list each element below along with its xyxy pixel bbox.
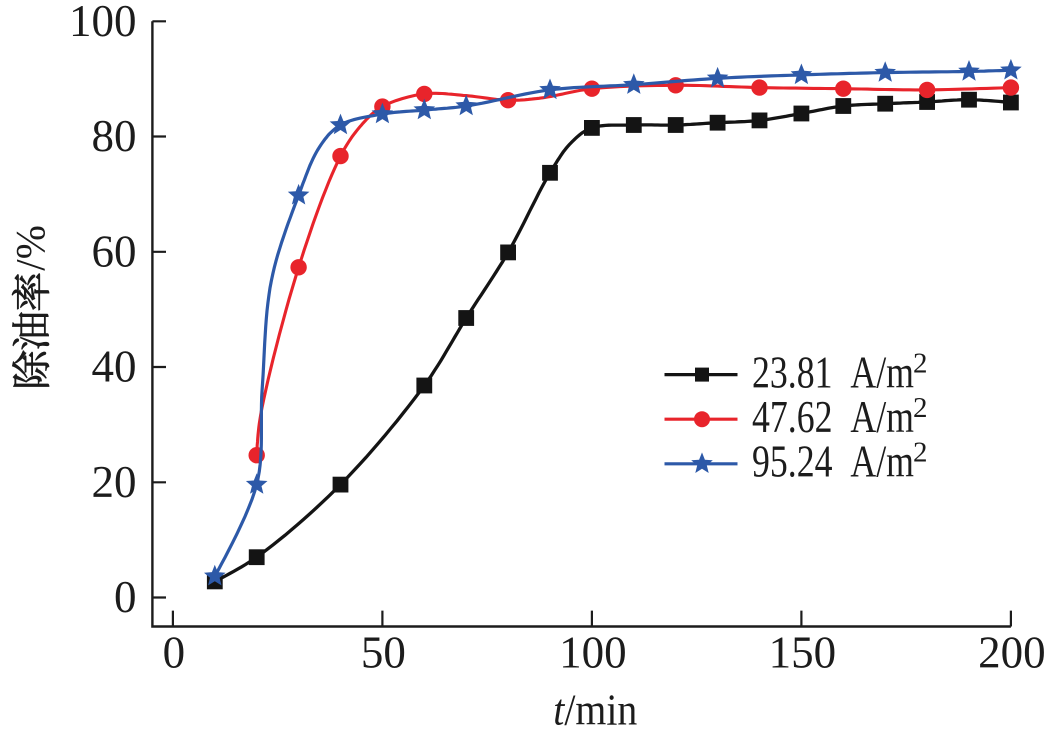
- svg-text:150: 150: [769, 628, 837, 678]
- svg-text:2: 2: [913, 437, 928, 469]
- svg-text:20: 20: [92, 457, 137, 507]
- svg-text:50: 50: [361, 628, 406, 678]
- svg-text:95.24 A/m: 95.24 A/m: [752, 437, 914, 487]
- svg-text:200: 200: [978, 628, 1046, 678]
- svg-text:100: 100: [69, 0, 137, 46]
- svg-text:23.81 A/m: 23.81 A/m: [752, 348, 914, 398]
- svg-text:0: 0: [163, 628, 186, 678]
- svg-text:80: 80: [92, 111, 137, 161]
- svg-text:t/min: t/min: [553, 686, 637, 732]
- svg-text:/%: /%: [7, 225, 53, 271]
- svg-text:100: 100: [559, 628, 627, 678]
- svg-text:2: 2: [913, 347, 928, 379]
- svg-text:60: 60: [92, 226, 137, 276]
- svg-text:0: 0: [114, 572, 137, 622]
- svg-text:40: 40: [92, 342, 137, 392]
- svg-text:2: 2: [913, 392, 928, 424]
- svg-text:47.62 A/m: 47.62 A/m: [752, 392, 914, 442]
